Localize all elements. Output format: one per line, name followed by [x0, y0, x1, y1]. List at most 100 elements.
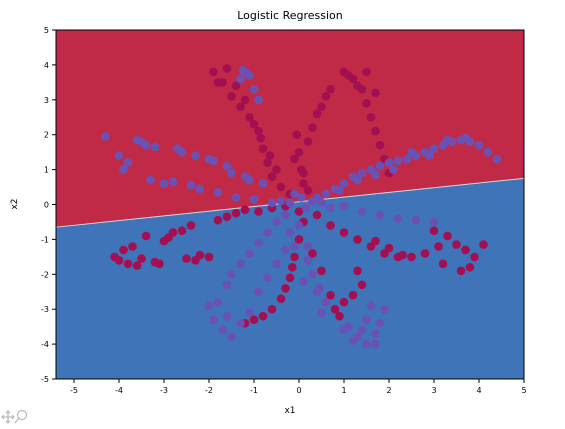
scatter-point-series-1 [434, 242, 443, 251]
scatter-point-series-2 [159, 179, 169, 188]
x-tick-label: 1 [341, 386, 346, 395]
x-tick-label: -3 [160, 386, 168, 395]
scatter-point-series-2 [218, 325, 227, 335]
y-axis-label: x2 [10, 198, 20, 209]
scatter-point-series-2 [213, 297, 223, 307]
scatter-point-series-2 [222, 311, 232, 321]
scatter-point-series-2 [236, 318, 245, 328]
scatter-point-series-1 [353, 235, 362, 244]
pan-zoom-toolbar[interactable] [1, 409, 31, 425]
scatter-point-series-1 [353, 266, 362, 276]
scatter-point-series-2 [339, 325, 349, 335]
scatter-point-series-1 [240, 95, 250, 105]
scatter-point-series-2 [114, 151, 124, 160]
scatter-point-series-2 [299, 277, 308, 286]
scatter-point-series-1 [339, 297, 349, 307]
scatter-point-series-2 [353, 175, 362, 185]
scatter-point-series-2 [375, 318, 385, 328]
scatter-point-series-2 [326, 203, 335, 213]
scatter-point-series-2 [254, 287, 263, 297]
scatter-point-series-1 [128, 242, 137, 251]
scatter-point-series-1 [119, 245, 128, 255]
scatter-point-series-1 [317, 102, 326, 112]
scatter-point-series-2 [195, 184, 205, 194]
y-tick-label: -5 [41, 375, 49, 384]
scatter-point-series-2 [492, 154, 502, 164]
y-tick-label: -1 [41, 235, 49, 244]
scatter-point-series-1 [249, 119, 259, 129]
scatter-point-series-2 [443, 135, 452, 145]
x-tick-label: 2 [386, 386, 391, 395]
scatter-point-series-2 [254, 95, 263, 105]
scatter-point-series-2 [303, 242, 313, 251]
scatter-point-series-2 [294, 221, 304, 230]
scatter-point-series-2 [393, 156, 403, 166]
scatter-point-series-2 [312, 287, 322, 297]
x-axis: -5 -4 -3 -2 -1 0 1 2 3 4 5 [70, 379, 527, 395]
scatter-point-series-2 [407, 147, 416, 157]
scatter-point-series-2 [317, 198, 326, 208]
y-tick-label: 4 [44, 61, 49, 70]
scatter-point-series-1 [375, 140, 385, 150]
scatter-point-series-1 [281, 284, 290, 293]
scatter-point-series-2 [173, 144, 182, 153]
scatter-point-series-2 [222, 280, 232, 290]
scatter-point-series-2 [254, 238, 263, 248]
scatter-point-series-1 [285, 273, 295, 283]
scatter-point-series-2 [393, 214, 403, 223]
x-tick-label: 3 [431, 386, 436, 395]
x-tick-label: -2 [205, 386, 213, 395]
scatter-point-series-2 [245, 249, 254, 258]
scatter-point-series-2 [371, 329, 380, 338]
scatter-point-series-1 [362, 67, 371, 77]
scatter-point-series-1 [177, 226, 187, 235]
scatter-point-series-2 [461, 133, 470, 143]
scatter-point-series-2 [249, 85, 259, 94]
scatter-point-series-2 [290, 189, 299, 199]
scatter-point-series-2 [321, 297, 331, 307]
scatter-point-series-1 [294, 147, 304, 157]
scatter-point-series-1 [258, 311, 268, 321]
scatter-point-series-1 [236, 102, 245, 112]
scatter-point-series-1 [114, 255, 124, 265]
scatter-point-series-2 [411, 215, 421, 225]
scatter-point-series-2 [101, 132, 110, 141]
scatter-point-series-2 [231, 193, 241, 202]
scatter-point-series-1 [326, 290, 335, 300]
y-tick-label: -4 [41, 340, 49, 349]
y-tick-label: 0 [44, 201, 49, 210]
y-tick-label: -3 [41, 305, 49, 314]
scatter-point-series-1 [272, 165, 281, 174]
scatter-point-series-1 [308, 123, 317, 132]
scatter-point-series-1 [384, 243, 394, 253]
scatter-point-series-1 [240, 205, 250, 214]
scatter-point-series-2 [146, 175, 155, 185]
scatter-point-series-1 [254, 126, 263, 136]
y-tick-label: 5 [44, 26, 49, 35]
scatter-point-series-2 [380, 304, 389, 314]
y-tick-label: 3 [44, 96, 49, 105]
scatter-point-series-1 [267, 172, 277, 181]
scatter-point-series-2 [301, 203, 311, 213]
scatter-point-series-1 [231, 81, 241, 91]
scatter-point-series-1 [371, 126, 380, 136]
scatter-point-series-2 [402, 154, 412, 164]
scatter-point-series-1 [303, 186, 313, 195]
scatter-points [101, 64, 502, 349]
scatter-point-series-2 [227, 332, 236, 342]
y-axis: -5 -4 -3 -2 -1 0 1 2 3 4 5 [41, 26, 56, 384]
scatter-point-series-2 [204, 301, 214, 311]
scatter-point-series-2 [335, 186, 344, 195]
scatter-point-series-1 [299, 179, 308, 188]
scatter-point-series-2 [209, 156, 218, 166]
pan-zoom-icon[interactable] [1, 409, 31, 425]
scatter-point-series-2 [213, 188, 223, 197]
scatter-point-series-1 [353, 81, 362, 91]
scatter-point-series-2 [389, 165, 398, 174]
scatter-point-series-2 [263, 273, 272, 283]
scatter-point-series-2 [119, 165, 128, 174]
chart-title: Logistic Regression [237, 9, 343, 22]
scatter-point-series-1 [155, 259, 164, 269]
scatter-point-series-1 [231, 208, 241, 218]
scatter-point-series-2 [321, 189, 331, 199]
